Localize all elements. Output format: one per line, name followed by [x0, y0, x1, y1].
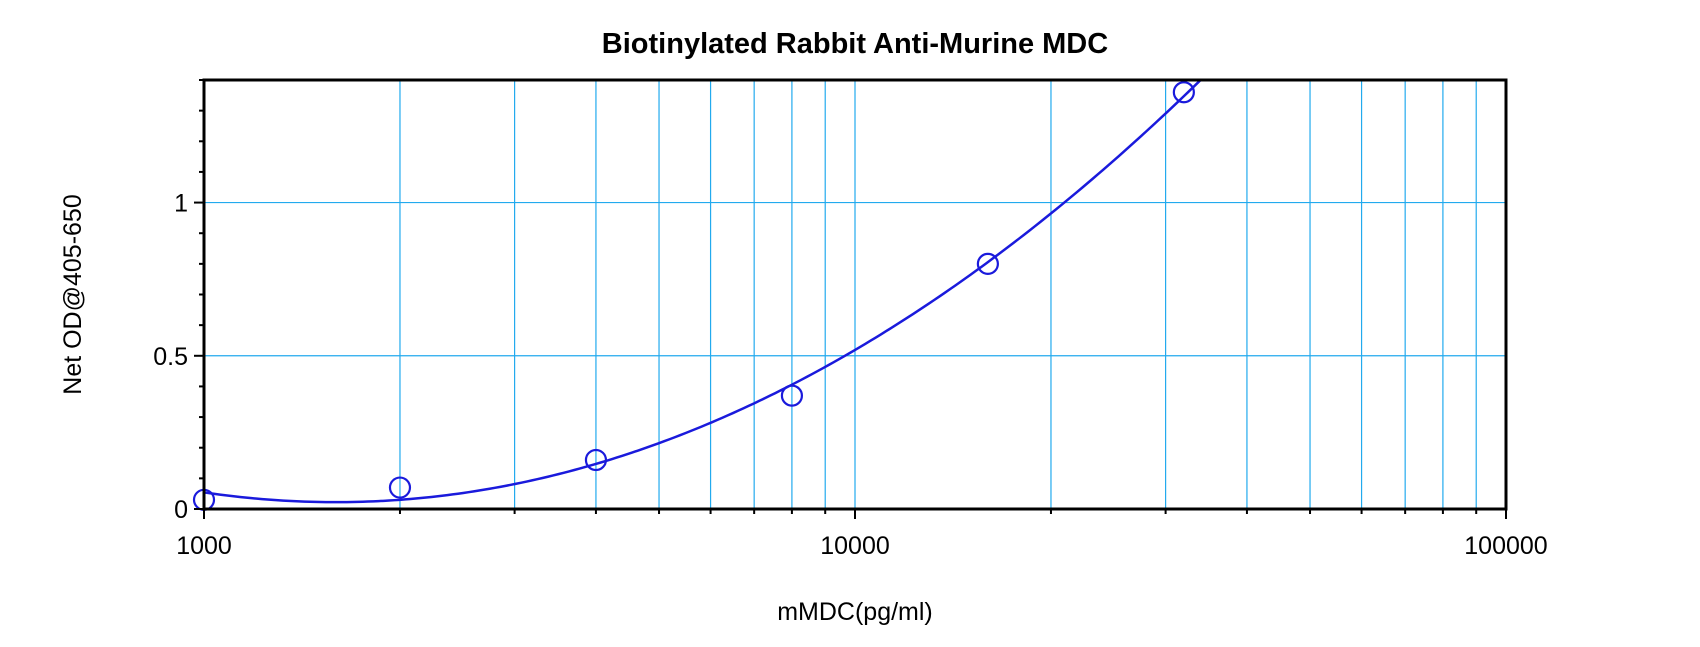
curve-layer — [204, 80, 1203, 504]
y-tick-label: 1 — [174, 190, 188, 218]
marker-layer — [192, 81, 1195, 511]
data-point — [1172, 81, 1195, 104]
data-point — [388, 476, 412, 499]
y-tick-label: 0 — [174, 496, 188, 524]
grid-layer — [204, 80, 1506, 509]
tick-layer: 0 0.5 1 1000 10000 100000 — [153, 79, 1548, 560]
data-point — [584, 448, 608, 472]
y-tick-label: 0.5 — [153, 343, 188, 371]
x-tick-label: 1000 — [176, 532, 232, 560]
x-axis-label: mMDC(pg/ml) — [777, 598, 933, 626]
data-point — [976, 252, 999, 275]
fit-curve — [204, 80, 1203, 504]
y-axis-label: Net OD@405-650 — [59, 194, 87, 394]
x-tick-label: 10000 — [820, 532, 890, 560]
data-point — [780, 384, 804, 407]
chart-title: Biotinylated Rabbit Anti-Murine MDC — [602, 28, 1108, 60]
x-tick-label: 100000 — [1464, 532, 1547, 560]
